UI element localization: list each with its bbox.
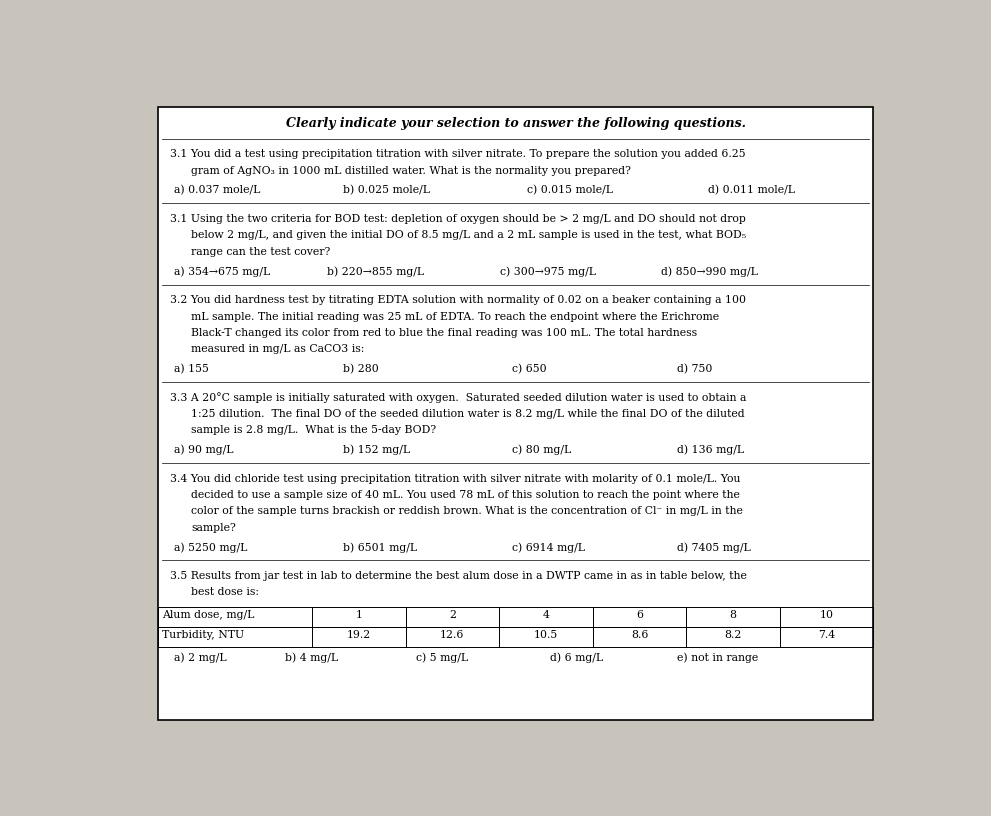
Text: e) not in range: e) not in range	[677, 652, 758, 663]
Text: mL sample. The initial reading was 25 mL of EDTA. To reach the endpoint where th: mL sample. The initial reading was 25 mL…	[191, 312, 719, 322]
Text: Alum dose, mg/L: Alum dose, mg/L	[163, 610, 255, 620]
Text: b) 152 mg/L: b) 152 mg/L	[343, 445, 410, 455]
Text: a) 155: a) 155	[173, 364, 209, 374]
Text: measured in mg/L as CaCO3 is:: measured in mg/L as CaCO3 is:	[191, 344, 365, 354]
Text: 8.6: 8.6	[631, 630, 648, 640]
Text: d) 6 mg/L: d) 6 mg/L	[550, 652, 604, 663]
Text: 3.4 You did chloride test using precipitation titration with silver nitrate with: 3.4 You did chloride test using precipit…	[170, 473, 740, 484]
Text: below 2 mg/L, and given the initial DO of 8.5 mg/L and a 2 mL sample is used in : below 2 mg/L, and given the initial DO o…	[191, 230, 746, 241]
Text: c) 300→975 mg/L: c) 300→975 mg/L	[500, 266, 597, 277]
Text: 3.3 A 20°C sample is initially saturated with oxygen.  Saturated seeded dilution: 3.3 A 20°C sample is initially saturated…	[170, 392, 746, 403]
Text: a) 5250 mg/L: a) 5250 mg/L	[173, 542, 247, 552]
Text: a) 90 mg/L: a) 90 mg/L	[173, 445, 233, 455]
Text: c) 5 mg/L: c) 5 mg/L	[416, 652, 468, 663]
Text: c) 0.015 mole/L: c) 0.015 mole/L	[527, 185, 613, 196]
Text: best dose is:: best dose is:	[191, 588, 260, 597]
Text: color of the sample turns brackish or reddish brown. What is the concentration o: color of the sample turns brackish or re…	[191, 507, 743, 517]
Text: decided to use a sample size of 40 mL. You used 78 mL of this solution to reach : decided to use a sample size of 40 mL. Y…	[191, 490, 740, 500]
Text: 3.1 You did a test using precipitation titration with silver nitrate. To prepare: 3.1 You did a test using precipitation t…	[170, 149, 745, 159]
Text: 1:25 dilution.  The final DO of the seeded dilution water is 8.2 mg/L while the : 1:25 dilution. The final DO of the seede…	[191, 409, 745, 419]
Text: a) 0.037 mole/L: a) 0.037 mole/L	[173, 185, 261, 196]
Text: 6: 6	[636, 610, 643, 620]
Text: a) 354→675 mg/L: a) 354→675 mg/L	[173, 266, 270, 277]
Text: 1: 1	[356, 610, 363, 620]
Text: Clearly indicate your selection to answer the following questions.: Clearly indicate your selection to answe…	[285, 117, 745, 130]
Text: c) 80 mg/L: c) 80 mg/L	[511, 445, 571, 455]
Text: 3.5 Results from jar test in lab to determine the best alum dose in a DWTP came : 3.5 Results from jar test in lab to dete…	[170, 571, 747, 581]
Text: gram of AgNO₃ in 1000 mL distilled water. What is the normality you prepared?: gram of AgNO₃ in 1000 mL distilled water…	[191, 166, 631, 175]
Text: 7.4: 7.4	[818, 630, 834, 640]
Text: 19.2: 19.2	[347, 630, 371, 640]
Text: d) 136 mg/L: d) 136 mg/L	[677, 445, 744, 455]
Text: d) 750: d) 750	[677, 364, 713, 374]
Text: d) 850→990 mg/L: d) 850→990 mg/L	[662, 266, 758, 277]
Text: 12.6: 12.6	[440, 630, 465, 640]
Text: sample?: sample?	[191, 523, 236, 533]
Text: sample is 2.8 mg/L.  What is the 5-day BOD?: sample is 2.8 mg/L. What is the 5-day BO…	[191, 425, 437, 435]
FancyBboxPatch shape	[159, 108, 873, 720]
Text: a) 2 mg/L: a) 2 mg/L	[173, 652, 226, 663]
Text: 8: 8	[729, 610, 736, 620]
Text: 3.2 You did hardness test by titrating EDTA solution with normality of 0.02 on a: 3.2 You did hardness test by titrating E…	[170, 295, 746, 305]
Text: Turbidity, NTU: Turbidity, NTU	[163, 630, 245, 640]
Text: 2: 2	[449, 610, 456, 620]
Text: b) 6501 mg/L: b) 6501 mg/L	[343, 542, 417, 552]
Text: b) 0.025 mole/L: b) 0.025 mole/L	[343, 185, 430, 196]
Text: range can the test cover?: range can the test cover?	[191, 246, 331, 257]
Text: 10: 10	[820, 610, 833, 620]
Text: 10.5: 10.5	[534, 630, 558, 640]
Text: 3.1 Using the two criteria for BOD test: depletion of oxygen should be > 2 mg/L : 3.1 Using the two criteria for BOD test:…	[170, 214, 746, 224]
Text: 4: 4	[542, 610, 549, 620]
Text: b) 220→855 mg/L: b) 220→855 mg/L	[327, 266, 424, 277]
Text: d) 7405 mg/L: d) 7405 mg/L	[677, 542, 750, 552]
Text: d) 0.011 mole/L: d) 0.011 mole/L	[708, 185, 795, 196]
Text: c) 650: c) 650	[511, 364, 546, 374]
Text: b) 4 mg/L: b) 4 mg/L	[285, 652, 338, 663]
Text: b) 280: b) 280	[343, 364, 379, 374]
Text: c) 6914 mg/L: c) 6914 mg/L	[511, 542, 585, 552]
Text: Black-T changed its color from red to blue the final reading was 100 mL. The tot: Black-T changed its color from red to bl…	[191, 328, 698, 338]
Text: 8.2: 8.2	[724, 630, 741, 640]
